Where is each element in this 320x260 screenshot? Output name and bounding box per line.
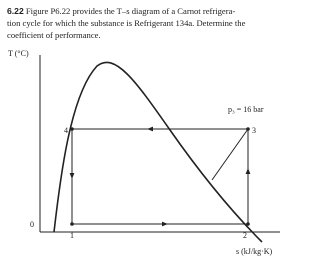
state-label: 2 <box>243 231 247 240</box>
y-axis-label: T (°C) <box>8 49 29 58</box>
ts-diagram: T (°C) 0 1 2 3 4 p₃ = 16 bar s (kJ/kg·K) <box>8 49 280 256</box>
problem-line: 6.22 Figure P6.22 provides the T–s diagr… <box>7 6 235 16</box>
isobar <box>211 128 249 181</box>
pressure-label: p₃ = 16 bar <box>228 105 264 114</box>
state-label: 4 <box>64 126 68 135</box>
state-label: 3 <box>252 126 256 135</box>
page: 6.22 Figure P6.22 provides the T–s diagr… <box>7 6 280 256</box>
state-point <box>246 222 250 226</box>
saturation-dome <box>53 61 263 243</box>
zero-label: 0 <box>30 220 34 229</box>
state-label: 1 <box>70 231 74 240</box>
state-point <box>70 222 74 226</box>
problem-line: coefficient of performance. <box>7 30 101 40</box>
state-point <box>246 127 250 131</box>
problem-text: Figure P6.22 provides the T–s diagram of… <box>25 6 236 16</box>
problem-line: tion cycle for which the substance is Re… <box>7 18 246 28</box>
x-axis-label: s (kJ/kg·K) <box>236 247 273 256</box>
state-point <box>70 127 74 131</box>
problem-number: 6.22 <box>7 6 24 16</box>
